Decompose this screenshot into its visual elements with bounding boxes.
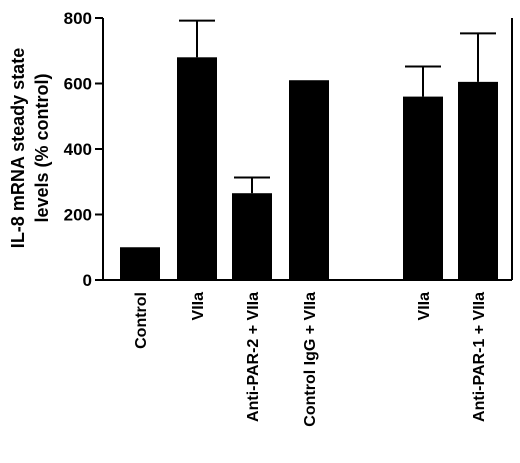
bar [289, 80, 329, 280]
error-bars [179, 19, 496, 194]
bar [120, 247, 160, 280]
y-tick-label: 0 [83, 271, 92, 290]
category-label: Anti-PAR-1 + VIIa [471, 292, 488, 422]
category-labels: Control VIIa Anti-PAR-2 + VIIa Control IgG … [133, 292, 488, 427]
y-axis-label: IL-8 mRNA steady state levels (% control… [8, 48, 52, 248]
y-axis-label-line-2: levels (% control) [32, 73, 52, 222]
bar [458, 81, 498, 280]
y-tick-label: 600 [64, 75, 92, 94]
bars [120, 57, 498, 280]
bar [232, 193, 272, 280]
y-tick-label: 200 [64, 206, 92, 225]
y-tick-label: 800 [64, 9, 92, 28]
category-label: Anti-PAR-2 + VIIa [245, 292, 262, 422]
bar [403, 96, 443, 280]
category-label: Control [133, 292, 150, 349]
bar [177, 57, 217, 280]
category-label: VIIa [190, 292, 207, 321]
y-tick-label: 400 [64, 140, 92, 159]
y-ticks: 0 200 400 600 800 [64, 9, 103, 290]
category-label: Control IgG + VIIa [302, 292, 319, 427]
y-axis-label-line-1: IL-8 mRNA steady state [8, 48, 28, 248]
category-label: VIIa [416, 292, 433, 321]
